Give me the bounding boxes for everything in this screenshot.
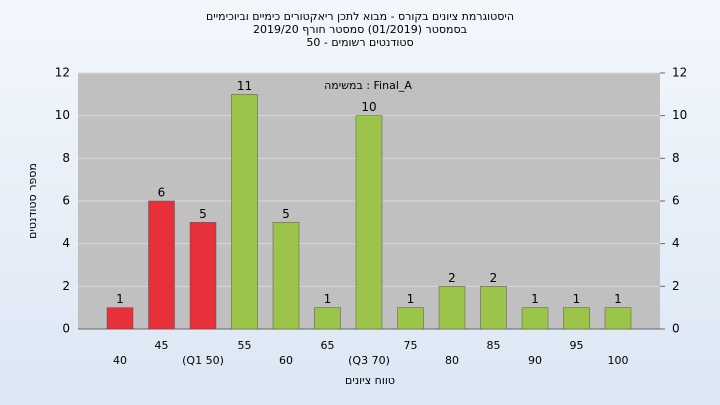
data-label: 1: [573, 292, 581, 306]
title-line: בסמסטר (01/2019) סמסטר חורף 2019/20: [253, 23, 467, 36]
bar: [272, 222, 300, 330]
title-line: היסטוגרמת ציונים בקורס - מבוא לתכן ריאקט…: [206, 10, 514, 23]
data-label: 6: [158, 186, 166, 200]
y-tick-label: 2: [62, 279, 70, 293]
x-tick-label: 80: [445, 354, 459, 367]
x-tick-label: 65: [321, 339, 335, 352]
x-axis-label: טווח ציונים: [345, 374, 395, 387]
y-tick-label: 10: [55, 108, 70, 122]
y2-tick-label: 4: [672, 236, 680, 250]
bar: [604, 307, 632, 330]
data-label: 1: [324, 292, 332, 306]
y-tick-label: 4: [62, 236, 70, 250]
x-tick-label: 95: [570, 339, 584, 352]
y2-tick-label: 12: [672, 66, 687, 80]
data-label: 11: [237, 79, 252, 93]
annotation: במשימה : Final_A: [324, 79, 412, 92]
data-label: 10: [361, 100, 376, 114]
bar: [355, 115, 383, 330]
y2-tick-label: 6: [672, 194, 680, 208]
x-tick-label: 40: [113, 354, 127, 367]
data-label: 1: [614, 292, 622, 306]
x-tick-label: (Q3 70): [348, 354, 390, 367]
y2-tick-label: 0: [672, 322, 680, 336]
bar: [314, 307, 341, 330]
bar: [106, 307, 134, 330]
bar: [189, 222, 217, 330]
y2-tick-label: 8: [672, 151, 680, 165]
x-tick-label: 85: [487, 339, 501, 352]
bar: [397, 307, 424, 330]
y2-tick-label: 10: [672, 108, 687, 122]
data-label: 2: [448, 271, 456, 285]
x-tick-label: 55: [238, 339, 252, 352]
y-tick-label: 0: [62, 322, 70, 336]
bar: [563, 307, 590, 330]
title-line: סטודנטים רשומים - 50: [306, 36, 413, 49]
data-label: 2: [490, 271, 498, 285]
y-tick-label: 12: [55, 66, 70, 80]
y-tick-label: 8: [62, 151, 70, 165]
bar: [438, 286, 466, 330]
data-label: 5: [282, 207, 290, 221]
x-tick-label: 90: [528, 354, 542, 367]
x-tick-label: 75: [404, 339, 418, 352]
data-label: 1: [531, 292, 539, 306]
x-tick-label: 100: [608, 354, 629, 367]
y-axis-label: מספר סטודנטים: [26, 163, 39, 239]
y-tick-label: 6: [62, 194, 70, 208]
data-label: 5: [199, 207, 207, 221]
bar: [521, 307, 549, 330]
bar: [148, 200, 175, 330]
x-tick-label: 45: [155, 339, 169, 352]
bar: [231, 94, 258, 330]
data-label: 1: [116, 292, 124, 306]
data-label: 1: [407, 292, 415, 306]
x-tick-label: (Q1 50): [182, 354, 224, 367]
x-tick-label: 60: [279, 354, 293, 367]
bar: [480, 286, 507, 330]
y2-tick-label: 2: [672, 279, 680, 293]
